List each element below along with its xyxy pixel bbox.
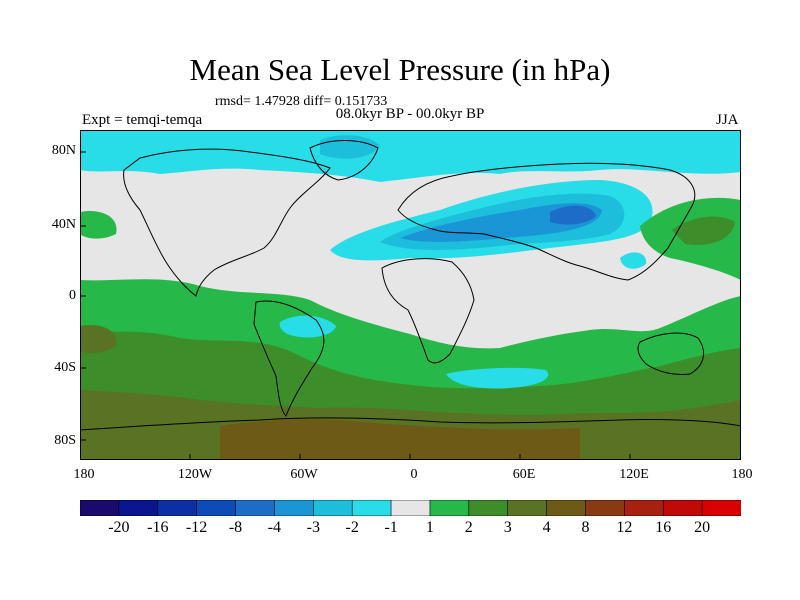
colorbar-swatch	[118, 500, 159, 516]
lat-label-40s: 40S	[54, 360, 76, 375]
colorbar-swatch	[585, 500, 626, 516]
colorbar-swatch	[274, 500, 315, 516]
colorbar-label: 4	[542, 519, 551, 536]
period-subtitle: 08.0kyr BP - 00.0kyr BP	[335, 106, 485, 122]
colorbar-label: -2	[345, 519, 359, 536]
lon-label-120w: 120W	[177, 467, 213, 482]
coastlines	[80, 140, 741, 431]
colorbar-swatch	[351, 500, 392, 516]
colorbar-swatch	[196, 500, 237, 516]
south-atlantic-low	[279, 315, 336, 338]
west-pacific-patch	[80, 210, 117, 239]
south-pacific-core	[80, 324, 117, 354]
experiment-label: Expt = temqi-temqa	[82, 112, 203, 128]
lat-label-80s: 80S	[54, 433, 76, 448]
colorbar-swatch	[624, 500, 665, 516]
colorbar	[80, 500, 741, 516]
colorbar-label: -16	[147, 519, 169, 536]
colorbar-swatch	[468, 500, 509, 516]
chart-title: Mean Sea Level Pressure (in hPa)	[189, 52, 611, 87]
colorbar-swatch	[429, 500, 470, 516]
colorbar-label: 3	[503, 519, 512, 536]
colorbar-swatch	[235, 500, 276, 516]
lon-label-120e: 120E	[619, 467, 649, 482]
colorbar-label: -20	[108, 519, 130, 536]
colorbar-swatch	[701, 500, 741, 516]
lon-label-60w: 60W	[290, 467, 318, 482]
colorbar-swatch	[157, 500, 198, 516]
arctic-low-region	[80, 130, 741, 182]
colorbar-label: 16	[655, 519, 672, 536]
colorbar-label: 8	[581, 519, 590, 536]
colorbar-swatch	[80, 500, 120, 516]
colorbar-label: -8	[228, 519, 243, 536]
colorbar-label: -1	[384, 519, 398, 536]
australia-coast	[637, 332, 705, 375]
africa-coast	[381, 258, 475, 364]
colorbar-swatch	[312, 500, 353, 516]
greenland-coast	[309, 140, 379, 181]
north-pacific-high-core	[672, 216, 735, 246]
colorbar-swatch	[390, 500, 431, 516]
colorbar-label: -12	[185, 519, 208, 536]
antarctica-coast	[80, 417, 741, 431]
north-america-coast	[123, 148, 331, 297]
colorbar-label: 2	[464, 519, 473, 536]
lat-label-0: 0	[69, 288, 76, 303]
southern-positive-8	[220, 419, 580, 460]
colorbar-label: 20	[694, 519, 711, 536]
colorbar-swatch	[662, 500, 703, 516]
southern-ocean-low	[446, 367, 549, 389]
stats-text: rmsd= 1.47928 diff= 0.151733	[215, 94, 388, 109]
pressure-map	[80, 130, 741, 460]
lon-label-180w: 180	[73, 467, 95, 482]
map-frame	[80, 130, 741, 460]
lon-label-60e: 60E	[512, 467, 536, 482]
colorbar-label: -4	[267, 519, 282, 536]
lat-label-80n: 80N	[51, 143, 76, 158]
colorbar-swatch	[546, 500, 587, 516]
lat-label-40n: 40N	[51, 217, 76, 232]
colorbar-label: -3	[306, 519, 320, 536]
colorbar-swatch	[507, 500, 548, 516]
colorbar-label: 1	[425, 519, 434, 536]
eurasia-coast	[397, 162, 696, 281]
east-asia-cyan	[620, 252, 647, 269]
south-america-coast	[253, 300, 325, 417]
season-label: JJA	[716, 112, 739, 128]
lon-label-0: 0	[410, 467, 418, 482]
colorbar-label: 12	[616, 519, 633, 536]
lon-label-180e: 180	[731, 467, 753, 482]
central-asia-minus4	[550, 205, 596, 225]
